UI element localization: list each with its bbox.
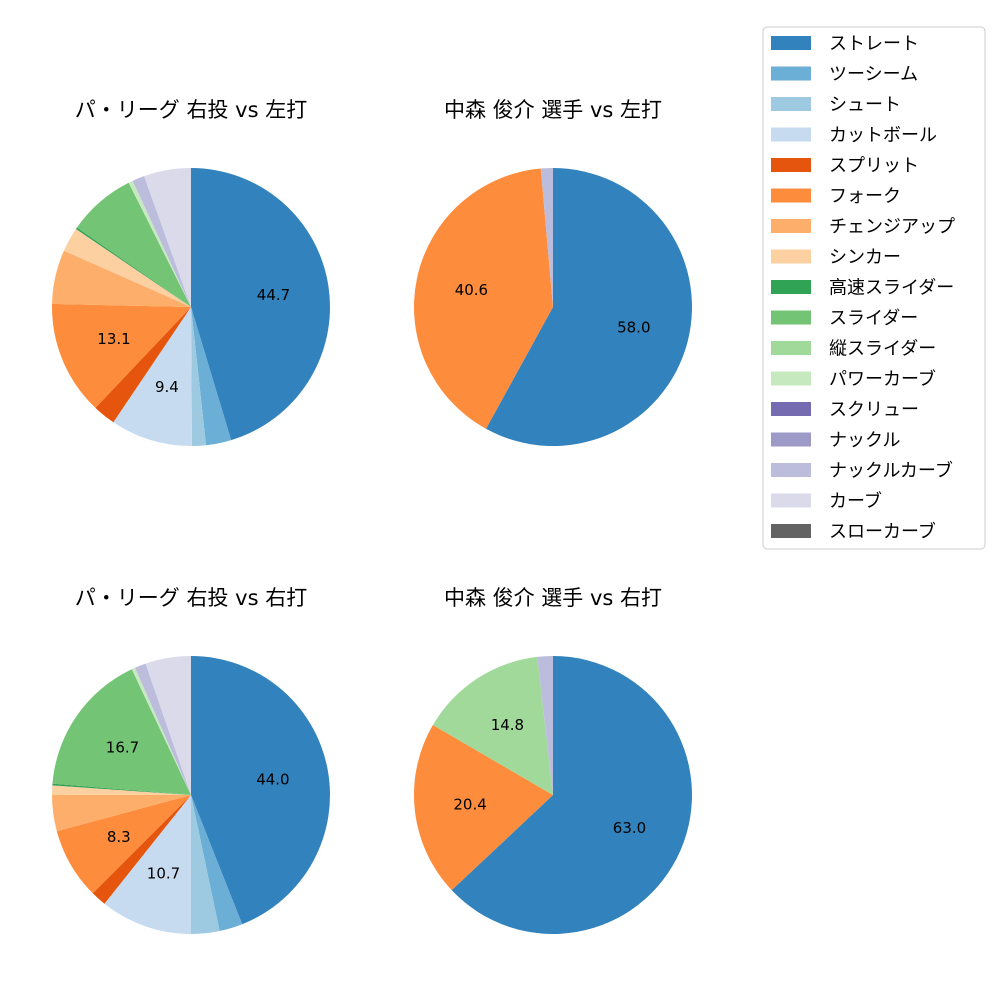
legend-label: 高速スライダー [829, 278, 954, 299]
legend-label: 縦スライダー [829, 339, 936, 360]
pie-title: 中森 俊介 選手 vs 左打 [444, 98, 662, 122]
legend-swatch [771, 188, 811, 203]
legend-swatch [771, 219, 811, 233]
pie-slice [413, 725, 553, 891]
pie-slice [52, 669, 192, 795]
slice-label: 44.0 [256, 770, 289, 788]
legend-swatch [771, 97, 811, 111]
legend-label: スクリュー [829, 400, 919, 421]
pie-slice [56, 795, 192, 894]
pie-slice [113, 307, 192, 447]
legend-label: シュート [829, 95, 901, 116]
legend-swatch [771, 432, 811, 447]
legend-swatch [771, 280, 811, 294]
pie-slice [537, 656, 553, 795]
pie-slice [92, 795, 191, 904]
legend-label: スローカーブ [829, 521, 936, 543]
pie-title: パ・リーグ 右投 vs 右打 [75, 586, 307, 610]
pie-slice [132, 176, 191, 307]
pie-slice [63, 228, 191, 307]
legend-swatch [771, 158, 811, 172]
pie-3: パ・リーグ 右投 vs 右打 44.0 10.7 8.3 16.7 [51, 586, 331, 934]
pie-slice [486, 168, 692, 446]
legend-swatch [771, 402, 811, 416]
legend-swatch [771, 341, 811, 355]
legend-swatch [771, 127, 811, 142]
legend-box [762, 26, 986, 550]
pie-4: 中森 俊介 選手 vs 右打 63.0 20.4 14.8 [413, 586, 692, 935]
legend-swatch [771, 463, 811, 477]
pie-slice [540, 168, 553, 307]
legend-swatch [771, 371, 811, 386]
pie-slice [414, 168, 553, 429]
pie-slice [52, 783, 191, 795]
pie-slice [191, 168, 330, 441]
legend-swatch [771, 524, 811, 538]
legend-label: シンカー [829, 247, 901, 268]
pie-slice [191, 795, 243, 932]
legend-label: スライダー [829, 308, 918, 329]
pie-2: 中森 俊介 選手 vs 左打 58.0 40.6 [414, 98, 692, 446]
slice-label: 63.0 [613, 819, 646, 837]
pie-slice [145, 656, 191, 795]
pie-slice [104, 795, 191, 934]
legend-label: ナックル [829, 430, 900, 451]
pie-1: パ・リーグ 右投 vs 左打 44.7 9.4 13.1 [51, 98, 330, 447]
legend-swatch [771, 66, 811, 81]
pie-slice [75, 227, 191, 307]
legend-label: カーブ [829, 490, 882, 512]
slice-label: 9.4 [155, 378, 179, 396]
pie-slice [52, 250, 191, 307]
pie-slice [451, 656, 692, 935]
slice-label: 16.7 [106, 739, 139, 757]
legend-swatch [771, 249, 811, 264]
pie-slice [135, 663, 191, 795]
pie-slice [131, 667, 191, 795]
slice-label: 13.1 [97, 330, 130, 348]
pie-title: 中森 俊介 選手 vs 右打 [444, 586, 662, 610]
pie-slice [432, 656, 553, 795]
legend: ストレートツーシームシュートカットボールスプリットフォークチェンジアップシンカー… [762, 26, 986, 550]
legend-label: スプリット [829, 156, 919, 177]
pie-slice [191, 795, 220, 934]
slice-label: 44.7 [257, 286, 290, 304]
legend-label: カットボール [829, 125, 937, 146]
legend-swatch [771, 36, 811, 50]
pie-slice [191, 307, 232, 446]
legend-label: ストレート [829, 34, 919, 55]
slice-label: 58.0 [617, 319, 650, 337]
slice-label: 10.7 [147, 865, 180, 883]
legend-label: ナックルカーブ [829, 460, 953, 482]
pie-slice [51, 303, 191, 408]
legend-label: ツーシーム [829, 64, 918, 85]
pie-title: パ・リーグ 右投 vs 左打 [75, 98, 307, 122]
legend-label: パワーカーブ [829, 368, 936, 390]
pie-slice [144, 168, 191, 307]
pie-slice [191, 656, 331, 925]
slice-label: 8.3 [107, 828, 131, 846]
slice-label: 20.4 [453, 795, 486, 813]
legend-label: フォーク [829, 186, 901, 207]
pie-slice [76, 182, 191, 307]
slice-label: 14.8 [491, 716, 524, 734]
pie-slice [191, 307, 207, 446]
legend-swatch [771, 310, 811, 325]
slice-label: 40.6 [455, 281, 488, 299]
legend-label: チェンジアップ [829, 217, 955, 238]
legend-swatch [771, 493, 811, 508]
pie-slice [128, 180, 191, 307]
pie-slice [52, 795, 191, 832]
pie-slice [95, 307, 191, 423]
pie-slice [51, 785, 191, 795]
